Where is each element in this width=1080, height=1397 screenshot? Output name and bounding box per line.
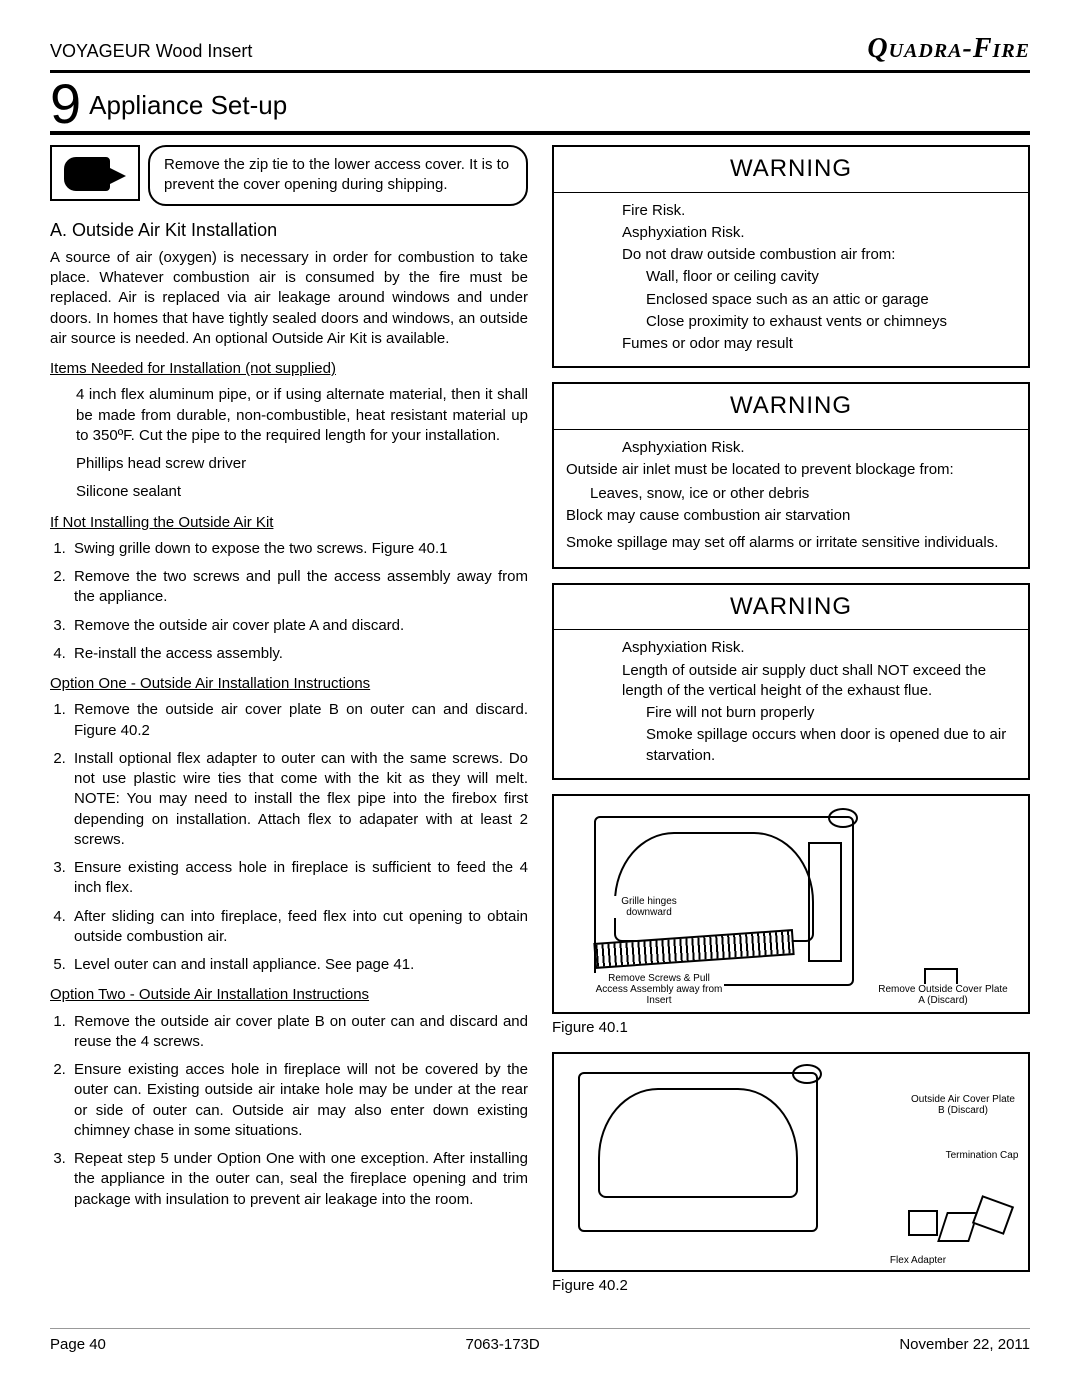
brand-logo: Quadra-Fire [867,30,1030,68]
warn-line: Smoke spillage may set off alarms or irr… [566,533,1016,553]
warn-line: Enclosed space such as an attic or garag… [646,290,1016,310]
option2-list: Remove the outside air cover plate B on … [70,1012,528,1210]
list-item: Re-install the access assembly. [70,644,528,664]
warn-line: Wall, floor or ceiling cavity [646,267,1016,287]
figure-40-2: Outside Air Cover Plate B (Discard) Term… [552,1052,1030,1272]
page-footer: Page 40 7063-173D November 22, 2011 [50,1328,1030,1355]
warn-line: Asphyxiation Risk. [622,223,1016,243]
item-needed-3: Silicone sealant [76,482,528,502]
list-item: Remove the outside air cover plate A and… [70,616,528,636]
fig-label-flex: Flex Adapter [878,1255,958,1266]
section-title: Appliance Set-up [89,88,287,129]
list-item: Remove the outside air cover plate B on … [70,1012,528,1053]
footer-page: Page 40 [50,1335,106,1355]
list-item: Swing grille down to expose the two scre… [70,539,528,559]
warn-line: Outside air inlet must be located to pre… [566,460,1016,480]
list-item: Ensure existing acces hole in fireplace … [70,1060,528,1141]
items-needed-head: Items Needed for Installation (not suppl… [50,359,528,379]
warn-line: Smoke spillage occurs when door is opene… [646,725,1016,766]
warn-line: Asphyxiation Risk. [622,638,1016,658]
warn-line: Length of outside air supply duct shall … [622,661,1016,702]
left-column: Remove the zip tie to the lower access c… [50,145,528,1310]
footer-docnum: 7063-173D [466,1335,540,1355]
section-heading: 9 Appliance Set-up [50,79,1030,135]
list-item: Ensure existing access hole in fireplace… [70,858,528,899]
warn-line: Fumes or odor may result [622,334,1016,354]
warning-box-2: WARNING Asphyxiation Risk. Outside air i… [552,382,1030,569]
fig-label-hinge: Grille hinges downward [614,896,684,918]
list-item: Remove the two screws and pull the acces… [70,567,528,608]
item-needed-1: 4 inch flex aluminum pipe, or if using a… [76,385,528,446]
fig-label-plateb: Outside Air Cover Plate B (Discard) [908,1094,1018,1116]
option2-head: Option Two - Outside Air Installation In… [50,985,528,1005]
warn-line: Close proximity to exhaust vents or chim… [646,312,1016,332]
list-item: Level outer can and install appliance. S… [70,955,528,975]
list-item: Remove the outside air cover plate B on … [70,700,528,741]
page-header: VOYAGEUR Wood Insert Quadra-Fire [50,30,1030,73]
fig-label-cover: Remove Outside Cover Plate A (Discard) [878,984,1008,1006]
warn-line: Fire will not burn properly [646,703,1016,723]
section-number: 9 [50,79,81,129]
list-item: After sliding can into fireplace, feed f… [70,907,528,948]
option1-head: Option One - Outside Air Installation In… [50,674,528,694]
warn-line: Fire Risk. [622,201,1016,221]
warning-title: WARNING [554,384,1028,429]
warn-line: Do not draw outside combustion air from: [622,245,1016,265]
figure-caption: Figure 40.2 [552,1276,1030,1296]
warn-line: Block may cause combustion air starvatio… [566,506,1016,526]
warning-title: WARNING [554,147,1028,192]
figure-40-1: Grille hinges downward Remove Screws & P… [552,794,1030,1014]
right-column: WARNING Fire Risk. Asphyxiation Risk. Do… [552,145,1030,1310]
not-installing-list: Swing grille down to expose the two scre… [70,539,528,664]
warning-box-1: WARNING Fire Risk. Asphyxiation Risk. Do… [552,145,1030,368]
figure-caption: Figure 40.1 [552,1018,1030,1038]
fig-label-term: Termination Cap [942,1150,1022,1161]
not-installing-head: If Not Installing the Outside Air Kit [50,513,528,533]
subsection-a-heading: A. Outside Air Kit Installation [50,218,528,242]
item-needed-2: Phillips head screw driver [76,454,528,474]
fig-label-remove: Remove Screws & Pull Access Assembly awa… [594,973,724,1006]
warning-box-3: WARNING Asphyxiation Risk. Length of out… [552,583,1030,780]
list-item: Install optional flex adapter to outer c… [70,749,528,850]
list-item: Repeat step 5 under Option One with one … [70,1149,528,1210]
shipping-note: Remove the zip tie to the lower access c… [148,145,528,206]
warning-title: WARNING [554,585,1028,630]
warn-line: Leaves, snow, ice or other debris [590,484,1016,504]
footer-date: November 22, 2011 [899,1335,1030,1355]
option1-list: Remove the outside air cover plate B on … [70,700,528,975]
pointer-icon [50,145,140,201]
intro-paragraph: A source of air (oxygen) is necessary in… [50,248,528,349]
product-name: VOYAGEUR Wood Insert [50,39,252,63]
warn-line: Asphyxiation Risk. [622,438,1016,458]
